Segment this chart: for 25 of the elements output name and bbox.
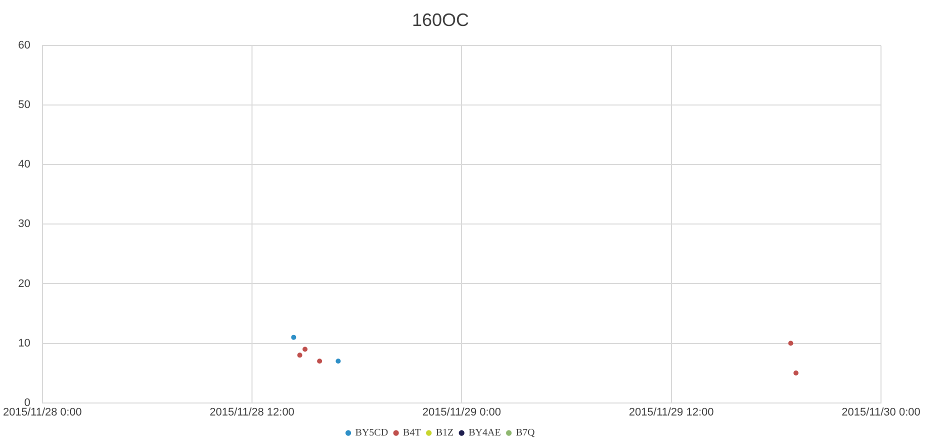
- point: [793, 370, 798, 376]
- legend-label: BY5CD: [355, 428, 388, 439]
- legend-label: B7Q: [516, 428, 536, 439]
- chart-title: 160OC: [412, 10, 470, 30]
- legend-label: B4T: [403, 428, 421, 439]
- y-tick-label: 0: [24, 396, 30, 409]
- point: [788, 340, 794, 346]
- x-tick-label: 2015/11/28 0:00: [3, 406, 82, 418]
- x-tick-label: 2015/11/29 12:00: [628, 406, 714, 418]
- x-tick-label: 2015/11/28 12:00: [210, 406, 294, 418]
- y-tick-label: 40: [18, 158, 30, 171]
- legend-label: BY4AE: [468, 428, 501, 439]
- y-tick-label: 10: [18, 337, 30, 350]
- x-tick-label: 2015/11/30 0:00: [842, 406, 920, 418]
- y-tick-label: 60: [18, 40, 30, 52]
- point: [291, 334, 296, 340]
- point: [297, 352, 302, 358]
- point: [302, 346, 308, 352]
- x-tick-label: 2015/11/29 0:00: [422, 406, 502, 418]
- y-tick-label: 20: [18, 278, 30, 290]
- point: [336, 358, 341, 364]
- legend-label: B1Z: [436, 428, 454, 439]
- y-tick-label: 50: [18, 99, 30, 112]
- y-tick-label: 30: [18, 218, 30, 230]
- point: [317, 358, 322, 364]
